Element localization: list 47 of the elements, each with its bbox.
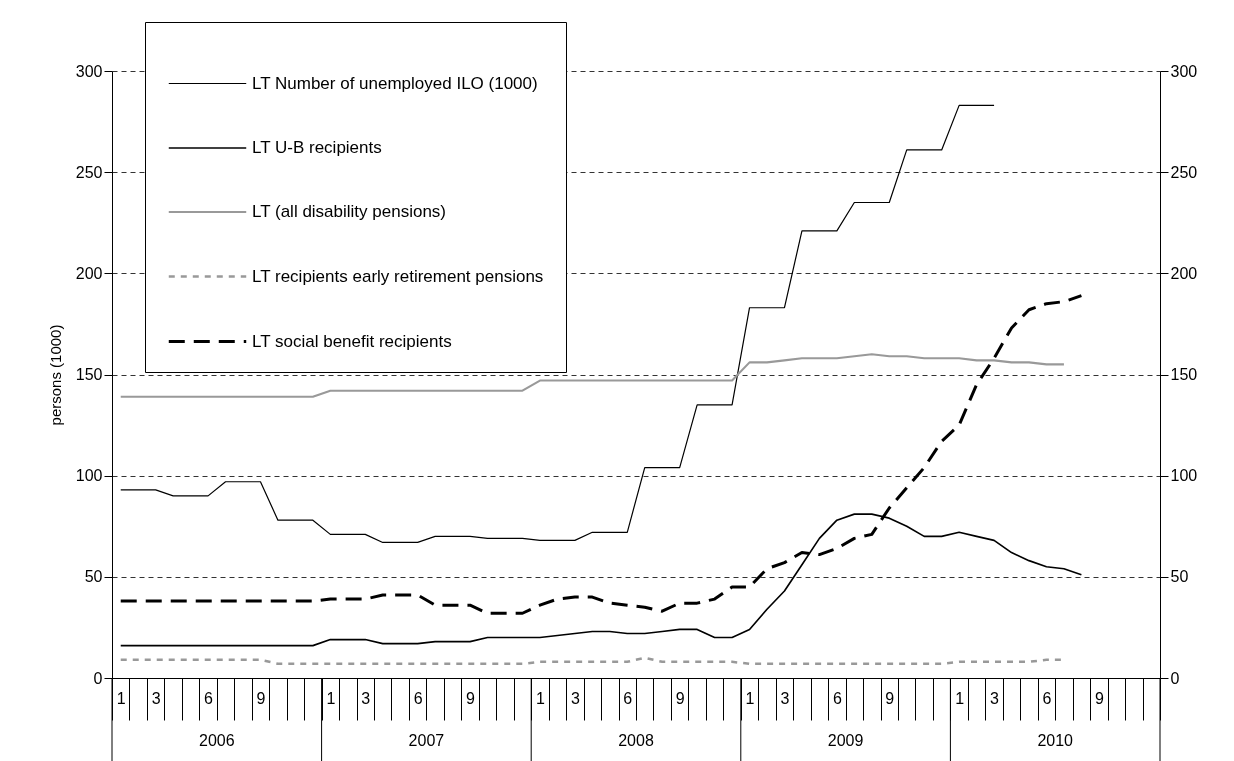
legend-label: LT U-B recipients [252,138,382,157]
x-tick-label: 6 [623,689,633,707]
text: 2006 [199,732,235,749]
legend-label: LT (all disability pensions) [252,202,447,221]
x-tick-label: 9 [256,689,266,707]
x-tick-label: 6 [1042,689,1052,707]
x-tick-label: 1 [535,689,545,707]
x-tick-label: 1 [116,689,126,707]
x-tick-label: 3 [780,689,790,707]
y-tick-label: 150 [75,366,103,383]
legend-label: LT Number of unemployed ILO (1000) [252,73,538,93]
x-tick-label: 3 [990,689,1000,707]
y2-tick-label: 0 [1170,669,1180,687]
text: 2009 [827,732,864,749]
y-tick-label: 200 [75,264,103,282]
x-tick-label: 6 [204,689,214,707]
y2-tick-label: 50 [1170,568,1189,586]
x-tick-label: 9 [466,689,476,707]
legend-label: LT social benefit recipients [252,331,452,351]
text: 2007 [408,732,445,749]
x-tick-label: 6 [413,689,423,707]
x-tick-label: 1 [326,689,336,707]
x-tick-label: 6 [832,689,842,707]
y-tick-label: 0 [93,669,103,687]
y2-tick-label: 250 [1170,163,1198,181]
y2-tick-label: 150 [1170,366,1198,383]
x-tick-label: 1 [745,689,755,707]
line-series [120,104,995,544]
y2-tick-label: 300 [1170,62,1198,80]
legend-label: LT recipients early retirement pensions [252,266,544,286]
x-tick-label: 3 [361,689,371,707]
text: 2008 [618,732,654,749]
x-tick-label: 1 [955,689,965,707]
y-tick-label: 100 [75,467,103,485]
x-tick-label: 9 [885,689,895,707]
text: 2010 [1037,732,1074,749]
y2-tick-label: 100 [1170,467,1198,485]
y-tick-label: 300 [75,62,103,80]
x-tick-label: 9 [1094,689,1104,707]
line-series [119,353,1065,398]
x-tick-label: 3 [151,689,161,707]
x-tick-label: 3 [570,689,580,707]
x-tick-label: 9 [675,689,685,707]
y-tick-label: 50 [84,568,103,586]
y-tick-label: 250 [75,163,103,181]
y-axis-title: persons (1000) [46,324,64,426]
y2-tick-label: 200 [1170,264,1198,282]
